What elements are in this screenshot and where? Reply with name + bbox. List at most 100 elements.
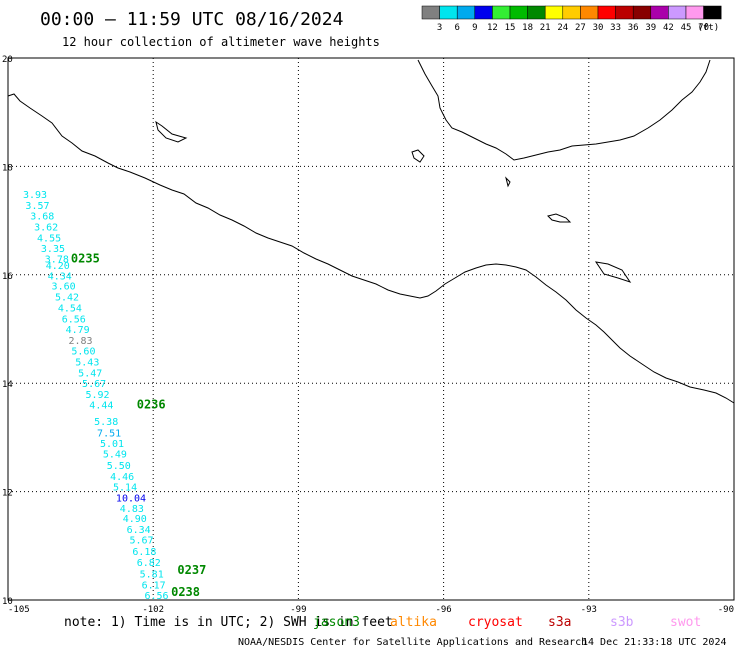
scale-tick-label: 42: [663, 23, 674, 33]
scale-swatch: [509, 5, 528, 20]
wave-height-color-scale: 3 6 9 12 15 18 21 24 27 30 33 36 39 42 45 70(ft): [421, 5, 722, 33]
scale-tick-label: 33: [610, 23, 621, 33]
scale-swatch: [650, 5, 669, 20]
island-3: [594, 261, 632, 283]
scale-swatch: [544, 5, 564, 20]
wave-height-value: 5.50: [107, 461, 131, 472]
plot-frame: [7, 57, 735, 601]
x-tick-label: -96: [435, 605, 451, 615]
scale-tick-label: 12: [487, 23, 498, 33]
scale-swatch: [615, 5, 634, 20]
scale-swatch: [456, 5, 476, 20]
x-tick-label: -93: [581, 605, 597, 615]
x-tick-label: -99: [290, 605, 306, 615]
scale-swatch: [703, 5, 722, 20]
wave-height-value: 6.82: [137, 558, 161, 569]
wave-height-value: 5.42: [55, 292, 79, 303]
pass-time-label: 0236: [137, 397, 166, 411]
wave-height-value: 3.62: [34, 223, 58, 234]
scale-tick-label: 45: [681, 23, 692, 33]
scale-tick-label: 6: [454, 23, 459, 33]
x-tick-label: -105: [8, 605, 30, 615]
satellite-legend-item: swot: [670, 615, 701, 630]
y-tick-label: 20: [2, 55, 13, 65]
wave-height-value: 6.34: [127, 525, 151, 536]
scale-tick-label: 18: [522, 23, 533, 33]
altimeter-track: 3.933.573.683.624.553.353.784.204.343.60…: [23, 190, 169, 602]
map-grid: [7, 57, 735, 601]
satellite-legend: jason3 altika cryosat s3a s3b swot: [313, 615, 701, 630]
wave-height-value: 3.57: [25, 201, 49, 212]
y-tick-label: 10: [2, 597, 13, 607]
y-tick-label: 12: [2, 489, 13, 499]
scale-swatch: [421, 5, 440, 20]
scale-swatch: [474, 5, 493, 20]
wave-height-value: 3.35: [41, 244, 65, 255]
satellite-legend-item: altika: [390, 615, 437, 630]
island-4: [155, 120, 188, 143]
scale-swatch: [668, 5, 687, 20]
wave-height-value: 4.44: [89, 400, 113, 411]
wave-height-value: 5.92: [85, 390, 109, 401]
wave-height-value: 4.79: [66, 325, 90, 336]
wave-height-value: 5.14: [113, 483, 137, 494]
scale-swatch: [562, 5, 581, 20]
wave-height-value: 4.90: [123, 514, 147, 525]
scale-tick-label: 21: [540, 23, 551, 33]
pass-time-label: 0235: [71, 252, 100, 266]
satellite-legend-item: cryosat: [468, 615, 523, 630]
island-2: [547, 213, 572, 223]
y-tick-label: 18: [2, 163, 13, 173]
wave-height-value: 3.68: [30, 212, 54, 223]
satellite-legend-item: jason3: [313, 615, 360, 630]
scale-tick-label: 15: [505, 23, 516, 33]
wave-height-value: 4.20: [46, 261, 70, 272]
scale-tick-label: 36: [628, 23, 639, 33]
footer-note: note: 1) Time is in UTC; 2) SWH is in fe…: [64, 615, 393, 630]
scale-swatch: [492, 5, 511, 20]
scale-unit-label: (ft): [698, 23, 720, 33]
scale-tick-label: 3: [437, 23, 442, 33]
coastline-gulf: [417, 59, 711, 161]
x-tick-label: -90: [718, 605, 734, 615]
wave-height-value: 5.43: [75, 358, 99, 369]
scale-swatch: [632, 5, 652, 20]
axis-tick-labels: -105 -102 -99 -96 -93 -90 20 18 16 14 12 10: [2, 55, 734, 615]
scale-swatch: [439, 5, 458, 20]
wave-height-value: 5.38: [94, 417, 118, 428]
scale-tick-label: 9: [472, 23, 477, 33]
wave-height-value: 5.60: [71, 347, 95, 358]
y-tick-label: 16: [2, 272, 13, 282]
satellite-legend-item: s3b: [610, 615, 634, 630]
wave-height-value: 2.83: [69, 336, 93, 347]
wave-height-value: 5.49: [103, 450, 127, 461]
scale-tick-label: 30: [593, 23, 604, 33]
wave-height-value: 5.47: [78, 368, 102, 379]
scale-tick-label: 24: [557, 23, 568, 33]
wave-height-value: 3.78: [45, 255, 69, 266]
y-tick-label: 14: [2, 380, 13, 390]
pass-time-label: 0238: [171, 585, 200, 599]
wave-height-value: 4.34: [48, 271, 72, 282]
chart-title: 00:00 – 11:59 UTC 08/16/2024: [40, 9, 343, 30]
wave-height-value: 6.17: [142, 580, 166, 591]
island-1: [411, 149, 425, 163]
scale-swatch: [685, 5, 704, 20]
coastline: [7, 59, 735, 404]
coastline-mainland: [7, 93, 735, 404]
wave-height-value: 5.81: [140, 569, 164, 580]
wave-height-value: 4.54: [58, 303, 82, 314]
wave-height-value: 4.83: [120, 504, 144, 515]
wave-height-value: 10.04: [116, 494, 146, 505]
pass-time-labels: 0235 0236 0237 0238: [71, 252, 206, 599]
wave-height-value: 6.56: [144, 591, 168, 602]
wave-height-value: 5.67: [129, 535, 153, 546]
wave-height-value: 3.60: [52, 282, 76, 293]
scale-tick-label: 27: [575, 23, 586, 33]
wave-height-value: 3.93: [23, 190, 47, 201]
scale-tick-label: 39: [645, 23, 656, 33]
wave-height-value: 7.51: [97, 429, 121, 440]
satellite-legend-item: s3a: [548, 615, 571, 630]
scale-swatch: [527, 5, 546, 20]
